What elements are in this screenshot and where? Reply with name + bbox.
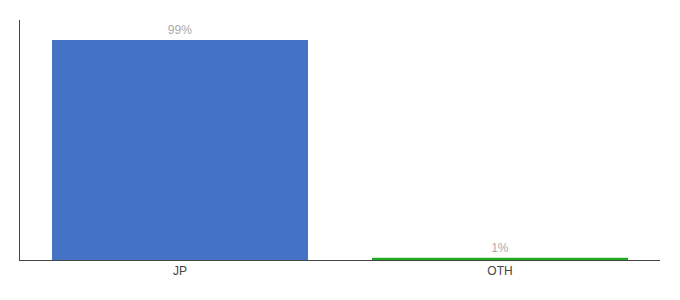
svg-text:1%: 1% <box>491 241 509 255</box>
svg-text:99%: 99% <box>168 23 192 37</box>
svg-text:OTH: OTH <box>487 264 512 278</box>
svg-text:JP: JP <box>173 264 187 278</box>
